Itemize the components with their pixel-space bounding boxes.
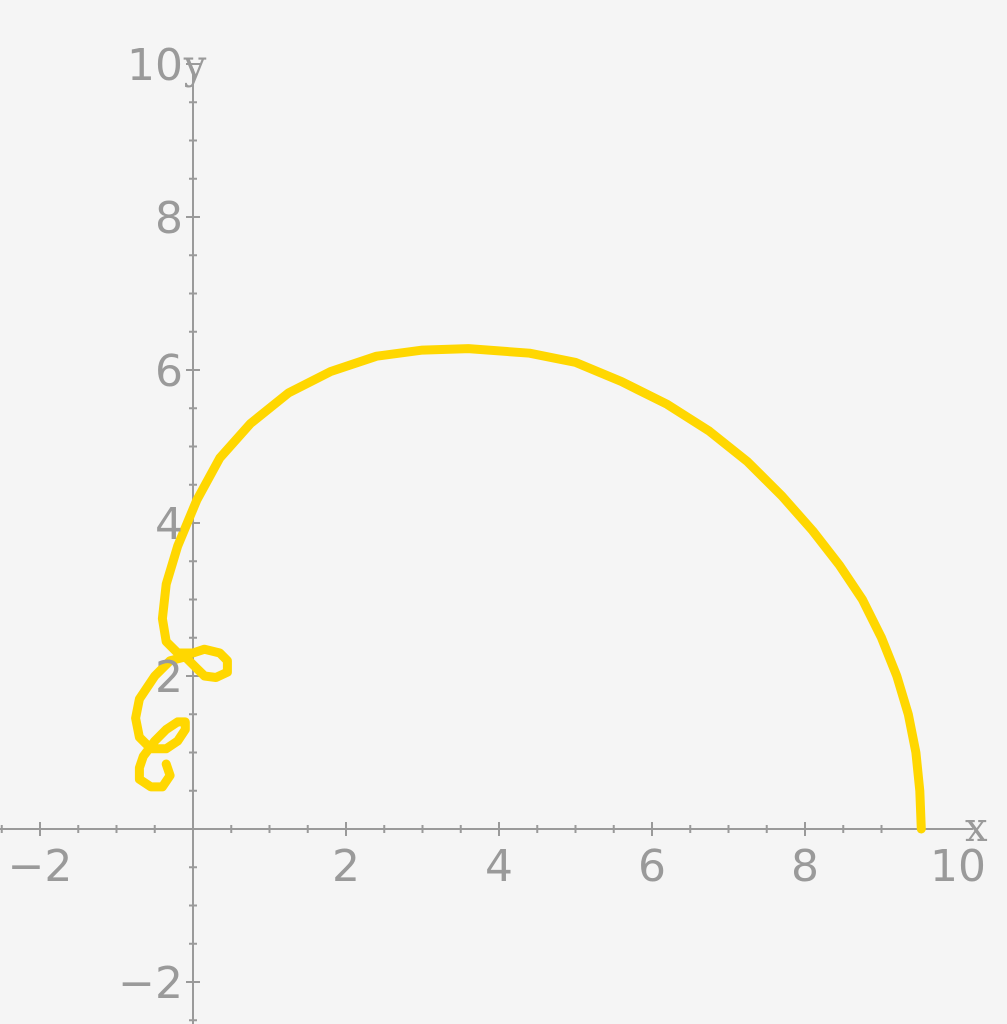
- x-axis-label: x: [965, 805, 988, 851]
- y-tick-label: 10: [127, 40, 183, 91]
- x-tick-label: 2: [332, 841, 360, 892]
- y-tick-label: −2: [118, 958, 183, 1009]
- x-tick-label: 8: [791, 841, 819, 892]
- y-tick-label: 4: [155, 499, 183, 550]
- y-axis-label: y: [183, 43, 207, 89]
- curve-series: [131, 344, 926, 834]
- curve-layer: [131, 344, 926, 834]
- x-tick-label: −2: [8, 841, 73, 892]
- x-tick-label: 6: [638, 841, 666, 892]
- x-tick-label: 10: [930, 841, 986, 892]
- axes: [0, 68, 973, 1024]
- tick-marks: [0, 63, 921, 1022]
- y-tick-label: 2: [155, 652, 183, 703]
- y-tick-label: 8: [155, 193, 183, 244]
- x-tick-label: 4: [485, 841, 513, 892]
- y-tick-label: 6: [155, 346, 183, 397]
